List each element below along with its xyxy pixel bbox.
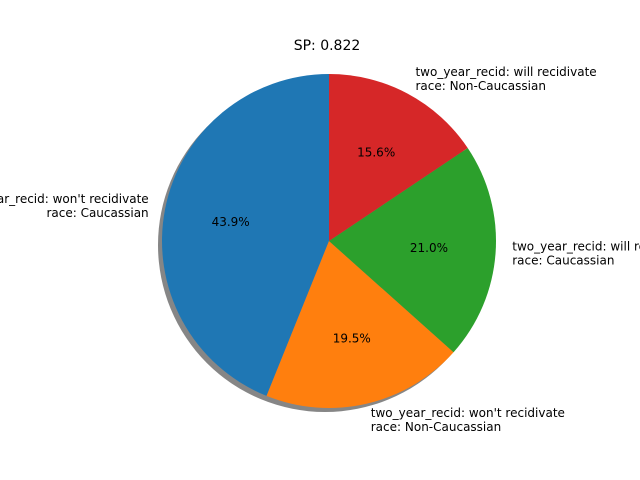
pie-percent-label-2: 21.0% [410, 241, 448, 255]
pie-slice-3 [329, 74, 468, 241]
pie-category-label-line: two_year_recid: will recidivate [415, 65, 596, 79]
pie-percent-label-3: 15.6% [357, 146, 395, 160]
pie-category-label-1: two_year_recid: won't recidivate race: No… [371, 406, 565, 434]
pie-category-label-line: two_year_recid: won't recidivate [371, 406, 565, 420]
pie-category-label-line: two_year_recid: will recidivate [512, 240, 640, 254]
chart-title: SP: 0.822 [294, 38, 361, 54]
pie-category-label-line: race: Caucassian [46, 206, 148, 220]
pie-category-label-line: race: Non-Caucassian [415, 79, 545, 93]
pie-percent-label-0: 43.9% [212, 215, 250, 229]
pie-category-label-3: two_year_recid: will recidivate race: Non… [415, 65, 596, 93]
slices-layer [161, 74, 497, 409]
labels-layer: 43.9%two_year_recid: won't recidivaterac… [0, 65, 640, 434]
pie-slice-0 [161, 74, 329, 396]
pie-slice-2 [329, 148, 497, 353]
pie-slice-1 [266, 241, 454, 409]
pie-category-label-line: two_year_recid: won't recidivate [0, 192, 149, 206]
pie-percent-label-1: 19.5% [333, 332, 371, 346]
pie-category-label-line: race: Caucassian [512, 254, 614, 268]
pie-category-label-line: race: Non-Caucassian [371, 420, 501, 434]
